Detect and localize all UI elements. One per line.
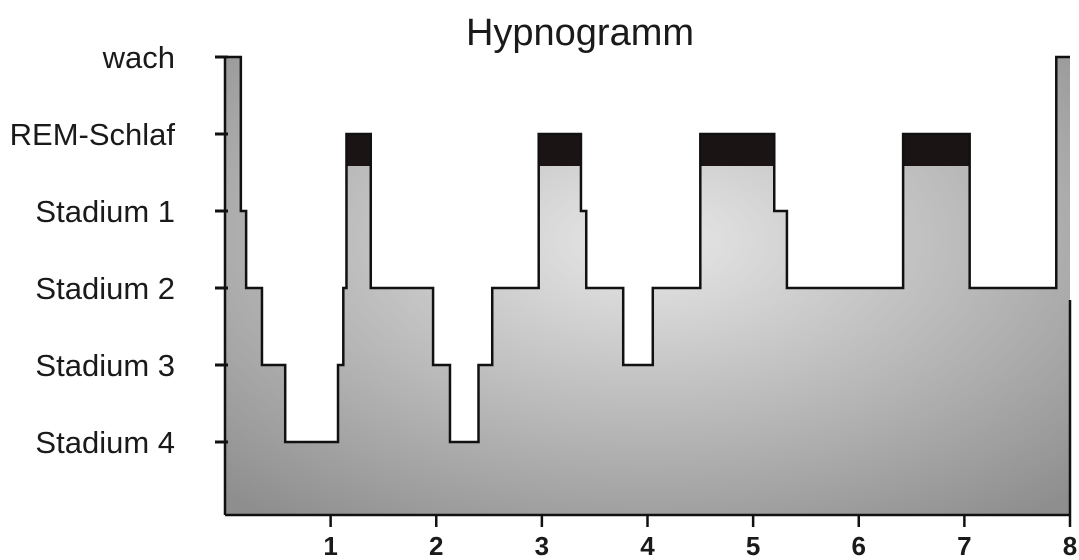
hypnogram-step-line bbox=[225, 55, 1070, 444]
rem-block bbox=[346, 134, 371, 166]
chart-title: Hypnogramm bbox=[465, 12, 695, 54]
rem-block bbox=[538, 134, 581, 166]
x-tick-label: 5 bbox=[746, 531, 760, 560]
y-tick-label: wach bbox=[102, 40, 175, 75]
y-tick-label: Stadium 3 bbox=[35, 348, 175, 383]
x-tick-label: 8 bbox=[1063, 531, 1077, 560]
x-tick-label: 4 bbox=[640, 531, 655, 560]
y-tick-label: Stadium 2 bbox=[35, 271, 175, 306]
rem-block bbox=[700, 134, 775, 166]
y-tick-label: REM-Schlaf bbox=[10, 117, 176, 152]
sleep-area-fill bbox=[225, 57, 1070, 515]
y-tick-label: Stadium 4 bbox=[35, 425, 175, 460]
x-tick-label: 2 bbox=[429, 531, 443, 560]
rem-block bbox=[903, 134, 970, 166]
x-tick-label: 6 bbox=[852, 531, 866, 560]
x-tick-label: 3 bbox=[535, 531, 549, 560]
x-tick-label: 1 bbox=[323, 531, 337, 560]
x-tick-label: 7 bbox=[957, 531, 971, 560]
y-tick-label: Stadium 1 bbox=[35, 194, 175, 229]
